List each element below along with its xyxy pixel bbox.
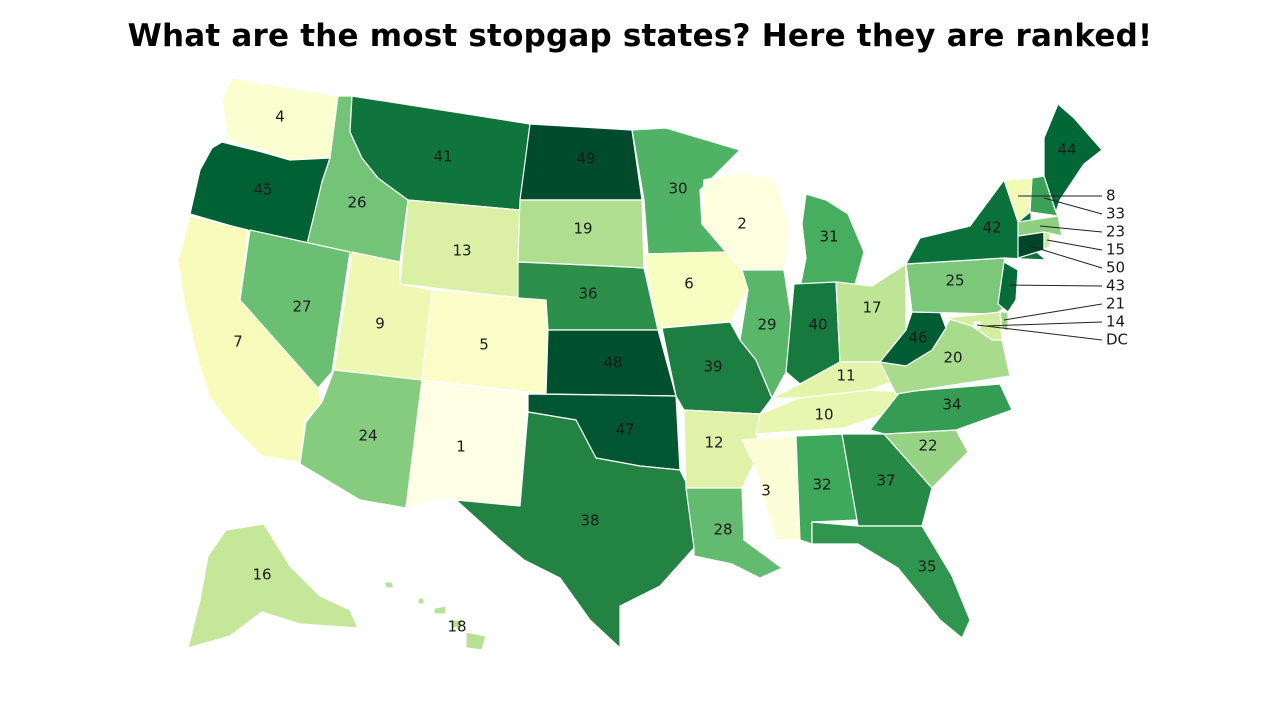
callout-leader-line — [1046, 239, 1103, 251]
state-rank-label-fl: 35 — [917, 558, 936, 576]
state-rank-label-mo: 39 — [703, 358, 722, 376]
callout-label-vt: 8 — [1106, 187, 1116, 205]
callout-label-md: 14 — [1106, 313, 1125, 331]
state-rank-label-il: 29 — [757, 316, 776, 334]
state-wv — [879, 311, 947, 367]
state-nv — [239, 229, 351, 389]
state-tx — [455, 411, 695, 649]
state-rank-label-ga: 37 — [876, 472, 895, 490]
callout-label-ri: 15 — [1106, 241, 1125, 259]
state-hi-island — [465, 631, 487, 651]
state-rank-label-va: 20 — [943, 349, 962, 367]
state-rank-label-ne: 36 — [578, 285, 597, 303]
state-rank-label-or: 45 — [253, 181, 272, 199]
callout-leader-line — [976, 324, 1103, 341]
state-rank-label-mt: 41 — [433, 148, 452, 166]
state-rank-label-nd: 49 — [576, 150, 595, 168]
state-rank-label-ia: 6 — [684, 275, 694, 293]
state-rank-label-nm: 1 — [456, 438, 466, 456]
state-rank-label-sc: 22 — [918, 437, 937, 455]
state-rank-label-nv: 27 — [292, 298, 311, 316]
callout-label-nj: 43 — [1106, 277, 1125, 295]
callout-leader-line — [1003, 303, 1103, 321]
state-me — [1043, 103, 1103, 213]
map-title: What are the most stopgap states? Here t… — [127, 18, 1153, 54]
callout-label-de: 21 — [1106, 295, 1125, 313]
state-rank-label-mi: 31 — [819, 228, 838, 246]
state-rank-label-la: 28 — [713, 521, 732, 539]
state-rank-label-me: 44 — [1057, 141, 1076, 159]
state-la — [685, 487, 783, 579]
callout-label-ma: 23 — [1106, 223, 1125, 241]
state-hi-island — [451, 619, 463, 629]
state-ar — [683, 409, 761, 489]
state-rank-label-id: 26 — [347, 194, 366, 212]
state-rank-label-ky: 11 — [836, 367, 855, 385]
state-rank-label-wa: 4 — [275, 108, 285, 126]
state-rank-label-wi: 2 — [737, 215, 747, 233]
state-ia — [643, 251, 749, 331]
state-rank-label-wy: 13 — [452, 242, 471, 260]
state-rank-label-in: 40 — [808, 316, 827, 334]
callout-leader-line — [985, 321, 1103, 327]
state-rank-label-al: 32 — [812, 476, 831, 494]
state-rank-label-tn: 10 — [814, 406, 833, 424]
callout-leader-line — [1009, 284, 1103, 287]
state-ak — [187, 523, 359, 649]
state-rank-label-ut: 9 — [375, 315, 385, 333]
state-rank-label-ms: 3 — [761, 482, 771, 500]
state-rank-label-ny: 42 — [982, 219, 1001, 237]
state-ga — [841, 433, 933, 527]
state-rank-label-sd: 19 — [573, 220, 592, 238]
state-ri — [1043, 231, 1051, 251]
state-rank-label-ok: 47 — [615, 421, 634, 439]
state-fl — [811, 521, 971, 639]
callout-leader-line — [1043, 197, 1103, 215]
state-hi-island — [433, 605, 447, 615]
state-rank-label-co: 5 — [479, 336, 489, 354]
callout-label-nh: 33 — [1106, 205, 1125, 223]
callout-label-dc: DC — [1106, 331, 1128, 349]
callout-leader-line — [1029, 245, 1103, 269]
state-rank-label-ar: 12 — [704, 434, 723, 452]
state-rank-label-nc: 34 — [942, 396, 961, 414]
state-hi-island — [417, 597, 425, 605]
state-nm — [405, 379, 527, 509]
state-nj — [997, 261, 1019, 313]
callout-label-ct: 50 — [1106, 259, 1125, 277]
state-hi — [383, 581, 395, 589]
state-rank-label-tx: 38 — [580, 512, 599, 530]
state-rank-label-mn: 30 — [668, 180, 687, 198]
state-rank-label-ks: 48 — [603, 354, 622, 372]
state-ms — [741, 435, 801, 541]
state-rank-label-az: 24 — [358, 427, 377, 445]
state-rank-label-oh: 17 — [862, 299, 881, 317]
state-rank-label-pa: 25 — [945, 272, 964, 290]
state-rank-label-ak: 16 — [252, 566, 271, 584]
state-rank-label-hi: 18 — [447, 618, 466, 636]
state-rank-label-wv: 46 — [908, 329, 927, 347]
callout-leader-line — [1039, 225, 1103, 233]
state-rank-label-ca: 7 — [233, 333, 243, 351]
